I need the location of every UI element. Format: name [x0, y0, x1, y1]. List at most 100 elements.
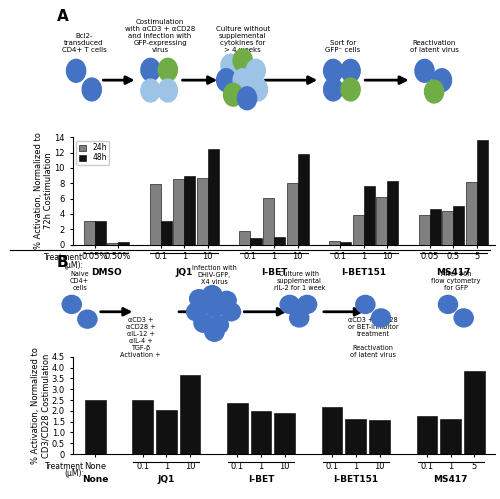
Circle shape [233, 49, 252, 72]
Bar [376, 197, 388, 245]
Circle shape [438, 295, 458, 313]
Bar [416, 416, 438, 454]
Bar [107, 244, 118, 245]
Circle shape [194, 314, 213, 332]
Bar [156, 410, 176, 454]
Circle shape [217, 291, 236, 309]
Bar [346, 419, 366, 454]
Circle shape [280, 295, 299, 313]
Text: I-BET: I-BET [248, 476, 274, 485]
Bar [442, 211, 454, 245]
Circle shape [415, 59, 434, 82]
Circle shape [190, 290, 209, 308]
Circle shape [324, 59, 343, 82]
Text: αCD3 +
αCD28 +
αIL-12 +
αIL-4 +
TGF-β
Activation +
polarization
(3 days): αCD3 + αCD28 + αIL-12 + αIL-4 + TGF-β Ac… [120, 317, 161, 372]
Text: Sort for
GFP⁻ cells: Sort for GFP⁻ cells [325, 40, 360, 53]
Text: B: B [56, 255, 68, 270]
Bar [263, 198, 274, 245]
Text: Culture without
supplemental
cytokines for
> 4 weeks: Culture without supplemental cytokines f… [216, 26, 270, 53]
Legend: 24h, 48h: 24h, 48h [76, 141, 109, 165]
Text: JQ1: JQ1 [176, 268, 193, 277]
Bar [208, 149, 219, 245]
Circle shape [424, 80, 444, 103]
Text: Reactivation
of latent virus: Reactivation of latent virus [410, 40, 459, 53]
Circle shape [62, 295, 82, 313]
Text: DMSO: DMSO [91, 268, 122, 277]
Bar [369, 420, 390, 454]
Circle shape [341, 59, 360, 82]
Text: A: A [56, 8, 68, 23]
Bar [298, 154, 308, 245]
Circle shape [233, 69, 252, 91]
Bar [250, 412, 272, 454]
Bar [419, 215, 430, 245]
Circle shape [248, 78, 268, 101]
Bar [464, 371, 484, 454]
Bar [94, 221, 106, 245]
Circle shape [246, 59, 266, 82]
Bar [132, 400, 153, 454]
Circle shape [372, 309, 390, 327]
Y-axis label: % Activation, Normalized to
CD3/CD28 Costimulation: % Activation, Normalized to CD3/CD28 Cos… [31, 347, 50, 464]
Bar [227, 403, 248, 454]
Circle shape [158, 79, 178, 102]
Text: Infection with
DHIV-GFP,
X4 virus: Infection with DHIV-GFP, X4 virus [192, 265, 237, 285]
Circle shape [205, 323, 224, 341]
Circle shape [205, 299, 224, 317]
Bar [184, 176, 196, 245]
Bar [118, 242, 129, 245]
Text: None: None [82, 476, 108, 485]
Text: I-BET: I-BET [261, 268, 287, 277]
Text: Treatment: Treatment [44, 253, 83, 262]
Circle shape [432, 69, 452, 91]
Bar [430, 209, 441, 245]
Text: (μM):: (μM): [64, 469, 84, 478]
Circle shape [324, 78, 343, 101]
Bar [150, 184, 161, 245]
Circle shape [238, 87, 256, 110]
Circle shape [82, 78, 102, 101]
Text: MS417: MS417 [436, 268, 470, 277]
Bar [174, 179, 184, 245]
Bar [274, 237, 285, 245]
Circle shape [66, 59, 86, 82]
Circle shape [216, 69, 236, 91]
Text: αCD3 + αCD28
or BET-Inhibitor
treatment

Reactivation
of latent virus: αCD3 + αCD28 or BET-Inhibitor treatment … [348, 317, 399, 358]
Bar [340, 242, 351, 245]
Bar [388, 181, 398, 245]
Circle shape [221, 54, 240, 77]
Text: After 96h
flow cytometry
for GFP: After 96h flow cytometry for GFP [431, 271, 480, 291]
Text: MS417: MS417 [434, 476, 468, 485]
Bar [329, 242, 340, 245]
Circle shape [224, 83, 242, 106]
Text: I-BET151: I-BET151 [341, 268, 386, 277]
Circle shape [454, 309, 473, 327]
Circle shape [356, 295, 375, 313]
Bar [161, 221, 172, 245]
Bar [352, 215, 364, 245]
Text: Treatment: Treatment [45, 462, 84, 471]
Text: I-BET151: I-BET151 [333, 476, 378, 485]
Text: Naive
CD4+
cells: Naive CD4+ cells [70, 271, 89, 291]
Text: Bcl2-
transduced
CD4+ T cells: Bcl2- transduced CD4+ T cells [62, 33, 106, 53]
Bar [364, 186, 375, 245]
Bar [322, 407, 342, 454]
Bar [240, 232, 250, 245]
Circle shape [341, 78, 360, 101]
Bar [197, 178, 208, 245]
Circle shape [298, 295, 316, 313]
Bar [440, 419, 461, 454]
Y-axis label: % Activation, Normalized to
72h Costimulation: % Activation, Normalized to 72h Costimul… [34, 132, 53, 250]
Circle shape [222, 303, 240, 321]
Text: JQ1: JQ1 [158, 476, 175, 485]
Circle shape [141, 79, 160, 102]
Text: Costimulation
with αCD3 + αCD28
and infection with
GFP-expressing
virus: Costimulation with αCD3 + αCD28 and infe… [125, 19, 195, 53]
Bar [180, 375, 201, 454]
Circle shape [209, 316, 229, 334]
Circle shape [78, 310, 97, 328]
Circle shape [141, 58, 160, 81]
Bar [286, 183, 298, 245]
Circle shape [186, 303, 206, 321]
Text: Culture with
supplemental
rIL-2 for 1 week: Culture with supplemental rIL-2 for 1 we… [274, 271, 325, 291]
Bar [250, 238, 262, 245]
